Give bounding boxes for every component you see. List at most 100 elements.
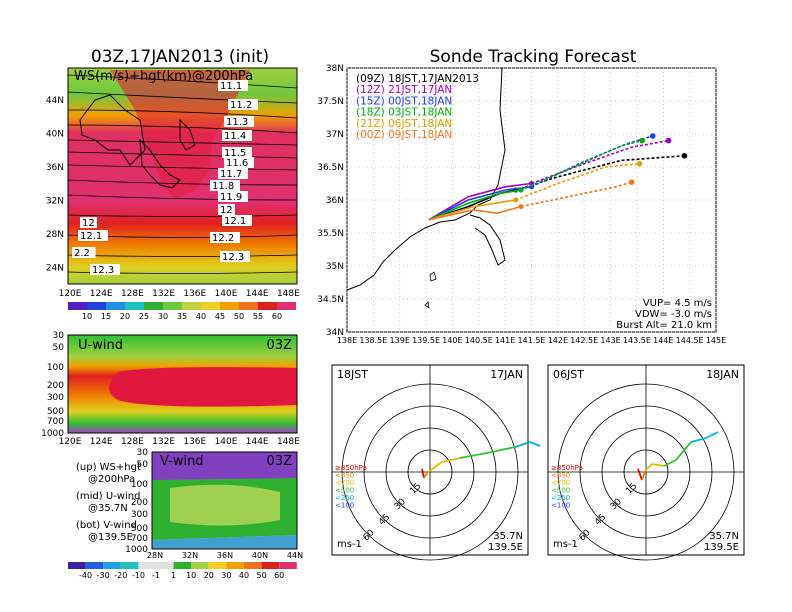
lon-tick: 132E xyxy=(152,437,175,447)
x-tick: 145E xyxy=(706,336,726,345)
track-line-solid xyxy=(428,199,516,221)
track-series-group xyxy=(428,179,635,221)
x-tick: 140.5E xyxy=(465,336,493,345)
v-colorbar-cell xyxy=(226,562,244,569)
panel-legend: (up) WS+hgt@200hPa (mid) U-wind@35.7N (bot… xyxy=(76,462,141,543)
hodo-legend-entry: <250 xyxy=(335,494,354,502)
lat-tick: 44N xyxy=(287,551,303,560)
p-tick: 300 xyxy=(47,393,64,403)
lat-tick: 32N xyxy=(46,197,64,207)
ws-colorbar-label: 60 xyxy=(272,312,282,321)
burst-point xyxy=(518,204,524,210)
p-tick: 100 xyxy=(47,363,64,373)
hodo-date: 17JAN xyxy=(490,368,523,381)
v-colorbar-cell xyxy=(191,562,209,569)
contour-label-bg xyxy=(218,204,235,215)
burst-point xyxy=(513,197,519,203)
ws-colorbar-cell xyxy=(106,302,125,310)
v-colorbar-label: 50 xyxy=(257,571,267,580)
contour-label-bg xyxy=(80,217,97,228)
hodo-segment xyxy=(705,431,719,439)
p-tick: 500 xyxy=(131,524,148,534)
hodo-segment xyxy=(645,463,653,471)
hodo-segment xyxy=(663,459,677,467)
x-tick: 141E xyxy=(495,336,515,345)
contour-label: 12.2 xyxy=(212,233,234,244)
contour-label: 11.4 xyxy=(224,131,246,142)
contour-label-bg xyxy=(224,157,254,168)
hodo-date: 18JAN xyxy=(706,368,739,381)
hodo-segment xyxy=(441,457,461,463)
hodo-segment xyxy=(459,451,493,459)
v-colorbar-cell xyxy=(85,562,104,569)
y-tick: 35N xyxy=(326,262,344,272)
ws-colorbar-cell xyxy=(87,302,106,310)
legend-line: @139.5E xyxy=(88,532,133,543)
p-tick: 700 xyxy=(131,534,148,544)
p-tick: 30 xyxy=(137,448,149,458)
x-tick: 139E xyxy=(390,336,410,345)
ws-colorbar-label: 55 xyxy=(253,312,263,321)
lon-tick: 144E xyxy=(246,437,269,447)
lon-tick: 148E xyxy=(277,437,300,447)
v-colorbar-label: -40 xyxy=(79,571,92,580)
contour-label: 2.2 xyxy=(74,248,90,259)
ws-colorbar-label: 50 xyxy=(234,312,244,321)
track-plot xyxy=(346,67,717,333)
contour-label-bg xyxy=(218,80,248,91)
lon-tick: 136E xyxy=(183,289,206,299)
contour-label: 12 xyxy=(220,205,233,216)
x-tick: 141.5E xyxy=(518,336,546,345)
hodo-legend-entry: <700 xyxy=(335,479,354,487)
hodo-segment xyxy=(651,463,665,467)
ws-colorbar-cell xyxy=(144,302,163,310)
v-colorbar-label: 20 xyxy=(204,571,214,580)
contour-label: 11.9 xyxy=(220,192,242,203)
y-tick: 37N xyxy=(326,130,344,140)
landing-point xyxy=(681,152,688,159)
coastline xyxy=(346,67,506,291)
legend-entry: (00Z) 09JST,18JAN xyxy=(356,129,452,141)
uwind-title: U-wind xyxy=(78,338,123,353)
track-series-group xyxy=(428,137,672,221)
track-line-dashed xyxy=(520,139,643,191)
legend-entry: (18Z) 03JST,18JAN xyxy=(356,107,452,119)
v-colorbar-label: -10 xyxy=(132,571,145,580)
contour-label-bg xyxy=(218,191,248,202)
contour-label-bg xyxy=(210,232,240,243)
p-tick: 1000 xyxy=(41,429,64,439)
lat-tick: 24N xyxy=(46,264,64,274)
ws-colorbar: 10 15 20 25 30 35 40 45 50 55 60 xyxy=(68,302,296,321)
ws-map xyxy=(67,67,298,285)
ws-colorbar-cell xyxy=(163,302,182,310)
contour-label-bg xyxy=(72,247,96,258)
v-colorbar-label: 40 xyxy=(239,571,249,580)
vwind-time: 03Z xyxy=(267,454,293,469)
track-x-ticks: 138E 138.5E 139E 139.5E 140E 140.5E 141E 141.5E… xyxy=(337,336,726,345)
lon-tick: 128E xyxy=(121,289,144,299)
contour-label: 12.1 xyxy=(224,216,246,227)
v-colorbar-cell xyxy=(156,562,174,569)
x-tick: 144.5E xyxy=(676,336,704,345)
legend-line: (bot) V-wind xyxy=(76,520,137,531)
x-tick: 143E xyxy=(600,336,620,345)
contour-label-bg xyxy=(224,116,254,127)
legend-line: (mid) U-wind xyxy=(76,491,140,502)
track-series-group xyxy=(428,137,645,221)
p-tick: 700 xyxy=(47,417,64,427)
contour-label: 11.3 xyxy=(226,117,248,128)
contour-label: 11.6 xyxy=(226,158,248,169)
y-tick: 36N xyxy=(326,196,344,206)
ws-colorbar-cell xyxy=(201,302,220,310)
y-tick: 36.5N xyxy=(317,163,344,173)
hodo-legend-entry: <700 xyxy=(551,479,570,487)
legend-entry: (15Z) 00JST,18JAN xyxy=(356,95,452,107)
contour-label-bg xyxy=(228,99,258,110)
hodo-legend-entry: <100 xyxy=(335,502,354,510)
ws-colorbar-cell xyxy=(277,302,296,310)
landing-point xyxy=(665,137,672,144)
p-tick: 200 xyxy=(131,498,148,508)
ws-label: WS(m/s)+hgt(km)@200hPa xyxy=(74,69,253,84)
